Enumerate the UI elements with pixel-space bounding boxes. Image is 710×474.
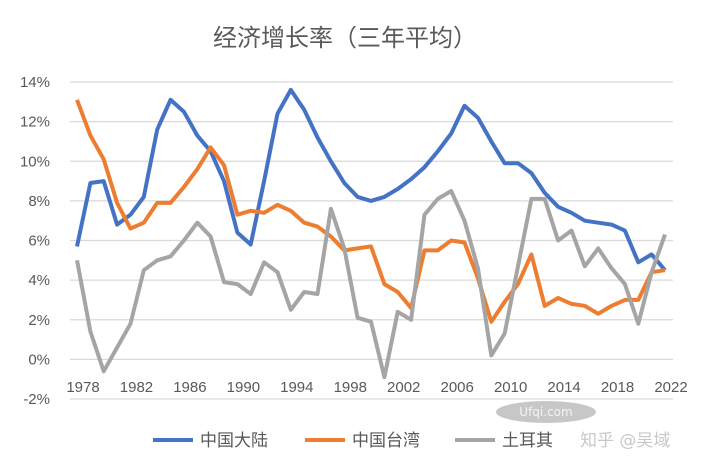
x-tick-label: 1990 <box>227 379 260 396</box>
x-tick-label: 2010 <box>494 379 527 396</box>
y-tick-label: 14% <box>20 74 50 91</box>
site-watermark: Ufqi.com <box>496 401 596 423</box>
x-tick-label: 1994 <box>280 379 313 396</box>
legend: 中国大陆 中国台湾 土耳其 <box>153 431 553 451</box>
x-tick-label: 2018 <box>601 379 634 396</box>
site-watermark-text: Ufqi.com <box>519 405 572 419</box>
series-line-2 <box>75 189 667 380</box>
series-lines <box>75 87 667 380</box>
legend-label-0: 中国大陆 <box>200 431 268 451</box>
y-tick-label: 12% <box>20 114 50 131</box>
y-tick-label: -2% <box>23 391 50 408</box>
x-tick-label: 2006 <box>440 379 473 396</box>
y-tick-label: 10% <box>20 153 50 170</box>
x-tick-label: 1998 <box>334 379 367 396</box>
legend-label-1: 中国台湾 <box>352 431 420 451</box>
y-tick-label: 6% <box>28 233 50 250</box>
y-axis-ticks: -2% 0% 2% 4% 6% 8% 10% 12% 14% <box>20 74 50 408</box>
gridlines <box>70 81 673 400</box>
y-tick-label: 4% <box>28 272 50 289</box>
series-line-1 <box>75 99 666 324</box>
y-tick-label: 0% <box>28 351 50 368</box>
series-line-0 <box>75 87 667 272</box>
x-tick-label: 2002 <box>387 379 420 396</box>
x-tick-label: 2014 <box>547 379 580 396</box>
chart-title: 经济增长率（三年平均） <box>213 24 477 52</box>
x-tick-label: 1986 <box>173 379 206 396</box>
x-tick-label: 2022 <box>654 379 687 396</box>
x-tick-label: 1978 <box>66 379 99 396</box>
legend-label-2: 土耳其 <box>502 431 553 451</box>
x-axis-ticks: 1978 1982 1986 1990 1994 1998 2002 2006 2010 2014… <box>66 379 687 396</box>
author-watermark: 知乎 @吴域 <box>580 431 670 451</box>
y-tick-label: 2% <box>28 312 50 329</box>
x-tick-label: 1982 <box>120 379 153 396</box>
y-tick-label: 8% <box>28 193 50 210</box>
